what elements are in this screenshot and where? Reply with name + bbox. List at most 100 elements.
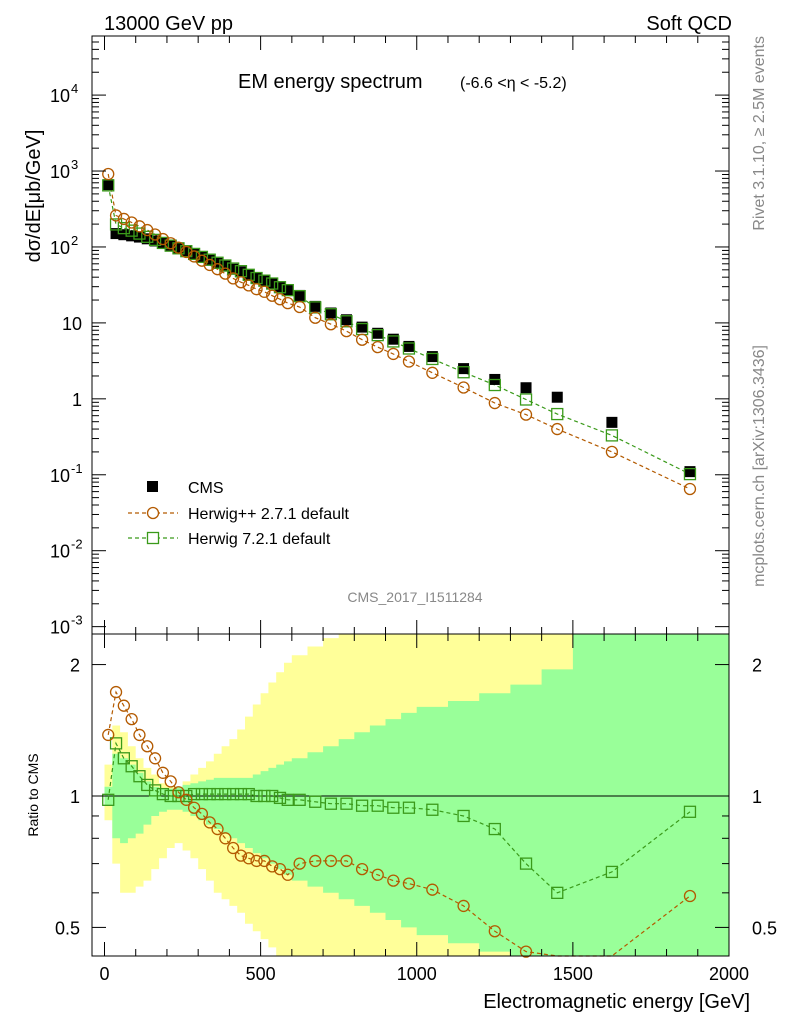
ratio-herwigpp-point xyxy=(148,752,162,765)
cms-point xyxy=(684,466,696,478)
ratio-herwig7-point xyxy=(117,752,130,765)
ratio-y-tick-label: 1 xyxy=(70,787,80,807)
cms-point xyxy=(282,284,294,296)
legend: CMS Herwig++ 2.7.1 default Herwig 7.2.1 … xyxy=(128,480,350,548)
main-y-tick-label: 10 xyxy=(50,238,70,258)
main-y-axis-label: dσ/dE[μb/GeV] xyxy=(23,130,45,263)
herwigpp-point xyxy=(203,258,216,272)
cms-point xyxy=(157,237,169,249)
herwig7-point xyxy=(371,328,384,342)
ratio-herwigpp-point xyxy=(211,822,224,836)
ratio-herwig7-point xyxy=(187,787,201,801)
cms-point xyxy=(520,382,532,394)
herwigpp-point xyxy=(117,212,130,226)
herwigpp-point xyxy=(187,250,201,263)
main-y-tick-exponent: 2 xyxy=(71,233,78,248)
legend-marker-cms xyxy=(147,481,158,492)
ratio-y-tick-label-right: 0.5 xyxy=(752,918,777,938)
ratio-herwig7-point xyxy=(266,789,279,803)
cms-point xyxy=(110,228,122,240)
herwigpp-point xyxy=(457,381,470,394)
main-y-tick-label: 10 xyxy=(62,314,82,334)
ratio-herwig7-point xyxy=(273,791,287,805)
ratio-herwig7-point xyxy=(340,797,353,810)
cms-point xyxy=(227,263,239,275)
main-y-tick-label: 1 xyxy=(72,390,82,410)
ratio-herwigpp-point xyxy=(324,854,338,868)
ratio-herwigpp-point xyxy=(293,857,306,870)
main-y-tick-label: 10 xyxy=(50,86,70,106)
cms-point xyxy=(403,340,415,352)
ratio-herwig7-point xyxy=(226,787,240,801)
ratio-herwigpp-point xyxy=(519,945,533,958)
ratio-herwigpp-point xyxy=(203,816,216,829)
ratio-herwigpp-point xyxy=(488,925,501,938)
legend-marker-herwig7 xyxy=(146,531,160,545)
herwig7-point xyxy=(519,393,533,406)
ratio-herwig7-point xyxy=(211,787,224,801)
cms-point xyxy=(606,416,618,428)
herwig7-point xyxy=(324,308,338,321)
ratio-herwig7-point xyxy=(250,789,263,803)
uncertainty-band-inner xyxy=(104,634,729,956)
legend-marker-herwigpp xyxy=(146,506,160,520)
ratio-herwigpp-point xyxy=(117,699,130,712)
herwigpp-point xyxy=(426,366,439,379)
ratio-herwigpp-point xyxy=(266,860,279,873)
main-y-tick-exponent: -2 xyxy=(71,537,83,552)
ratio-herwig7-point xyxy=(172,789,185,803)
legend-label-cms: CMS xyxy=(188,480,224,497)
ratio-y-tick-label-right: 2 xyxy=(752,656,762,676)
herwigpp-point xyxy=(293,300,306,314)
herwigpp-point xyxy=(273,293,287,306)
ratio-herwigpp-line xyxy=(107,690,691,957)
x-tick-label: 1000 xyxy=(397,964,437,984)
ratio-herwig7-point xyxy=(293,793,306,806)
ratio-herwig7-point xyxy=(426,803,439,816)
herwigpp-point xyxy=(488,396,501,410)
herwig7-point xyxy=(141,230,154,243)
ratio-herwig7-point xyxy=(355,799,369,812)
legend-label-herwigpp: Herwig++ 2.7.1 default xyxy=(188,506,350,523)
herwig7-point xyxy=(309,301,322,314)
ratio-herwigpp-point xyxy=(242,852,255,865)
herwig7-point xyxy=(340,315,353,328)
ratio-herwigpp-point xyxy=(125,712,138,726)
cms-point xyxy=(294,289,306,301)
ratio-herwig7-point xyxy=(195,787,209,801)
main-y-tick-label: 10 xyxy=(50,542,70,562)
ratio-panel: 0.5 0.51 12 20 500 1000 1500 2000 Ratio to CMS … xyxy=(25,633,777,1013)
ratio-plot-area xyxy=(92,634,729,958)
ratio-herwig7-point xyxy=(203,787,216,801)
chart-title-range: (-6.6 <η < -5.2) xyxy=(460,75,567,92)
herwig7-point xyxy=(133,227,146,240)
cms-point xyxy=(102,179,114,191)
cms-point xyxy=(180,245,192,257)
herwigpp-point xyxy=(109,209,123,222)
herwigpp-point xyxy=(309,311,322,324)
ratio-herwig7-point xyxy=(180,789,193,803)
ratio-herwigpp-point xyxy=(156,766,170,779)
cms-point xyxy=(204,254,216,266)
herwig7-point xyxy=(266,277,279,290)
ratio-herwig7-point xyxy=(281,793,294,806)
main-y-tick-label: 10 xyxy=(50,618,70,638)
herwigpp-point xyxy=(324,318,338,331)
ratio-herwigpp-point xyxy=(219,832,232,845)
ratio-herwigpp-point xyxy=(250,854,263,868)
ratio-y-axis-label: Ratio to CMS xyxy=(25,753,41,836)
cms-point xyxy=(141,233,153,245)
herwigpp-point xyxy=(195,254,209,267)
analysis-watermark: CMS_2017_I1511284 xyxy=(347,589,482,605)
herwig7-line xyxy=(107,185,691,475)
herwigpp-point xyxy=(133,220,146,233)
ratio-herwig7-point xyxy=(519,857,533,870)
ratio-herwig7-point xyxy=(683,805,697,818)
ratio-herwigpp-point xyxy=(133,728,146,742)
cms-point xyxy=(188,248,200,260)
ratio-herwig7-point xyxy=(242,787,255,801)
header-left: 13000 GeV pp xyxy=(104,13,233,35)
ratio-herwigpp-point xyxy=(683,889,697,903)
main-y-tick-exponent: -3 xyxy=(71,613,83,628)
